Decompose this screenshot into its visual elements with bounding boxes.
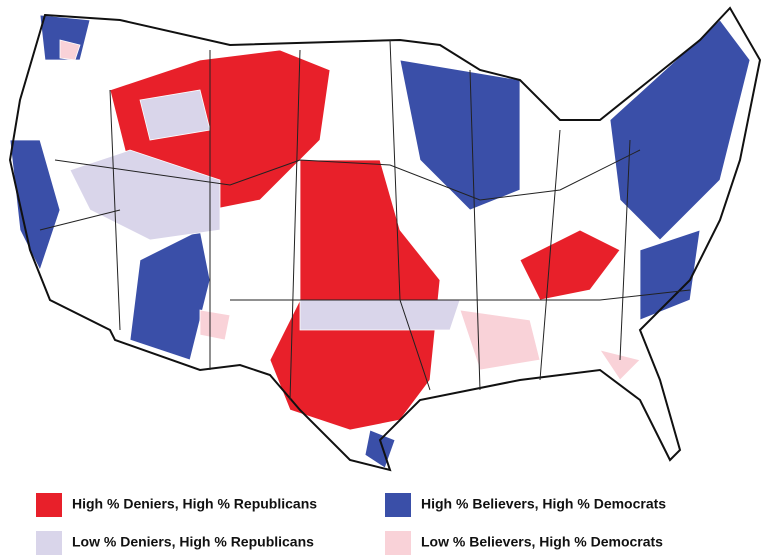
map-region: [639, 229, 701, 321]
us-outline: [8, 6, 762, 472]
map-region: [299, 299, 461, 331]
state-lines: [39, 39, 691, 401]
legend-swatch: [36, 531, 62, 555]
map-region: [9, 139, 61, 272]
region-patches: [9, 14, 751, 469]
map-region: [459, 309, 541, 371]
legend: High % Deniers, High % Republicans High %…: [36, 493, 666, 555]
legend-swatch: [385, 531, 411, 555]
legend-label: High % Believers, High % Democrats: [421, 496, 666, 512]
legend-label: High % Deniers, High % Republicans: [72, 496, 317, 512]
legend-label: Low % Deniers, High % Republicans: [72, 534, 314, 550]
legend-swatch: [36, 493, 62, 517]
map-region: [399, 59, 521, 211]
map-region: [59, 39, 81, 61]
legend-label: Low % Believers, High % Democrats: [421, 534, 663, 550]
map-region: [199, 309, 231, 341]
map-region: [69, 149, 221, 241]
legend-swatch: [385, 493, 411, 517]
map-region: [519, 229, 621, 301]
